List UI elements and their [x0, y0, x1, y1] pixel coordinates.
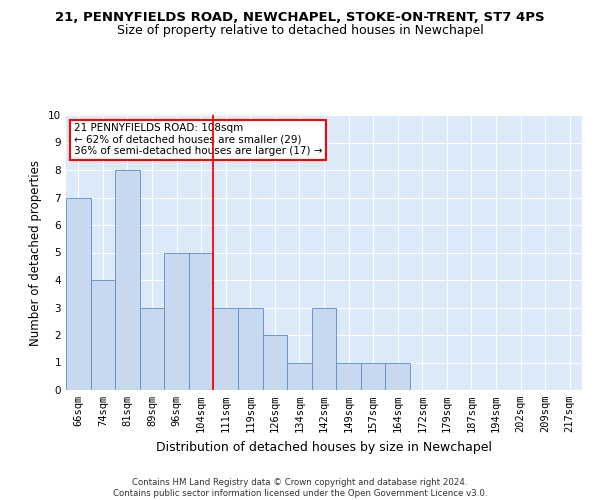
- Bar: [164, 252, 189, 390]
- Text: 21, PENNYFIELDS ROAD, NEWCHAPEL, STOKE-ON-TRENT, ST7 4PS: 21, PENNYFIELDS ROAD, NEWCHAPEL, STOKE-O…: [55, 11, 545, 24]
- Bar: [336, 362, 361, 390]
- Bar: [91, 280, 115, 390]
- Bar: [263, 335, 287, 390]
- Bar: [214, 308, 238, 390]
- Bar: [385, 362, 410, 390]
- Bar: [238, 308, 263, 390]
- Text: Size of property relative to detached houses in Newchapel: Size of property relative to detached ho…: [116, 24, 484, 37]
- Bar: [140, 308, 164, 390]
- Bar: [66, 198, 91, 390]
- Text: 21 PENNYFIELDS ROAD: 108sqm
← 62% of detached houses are smaller (29)
36% of sem: 21 PENNYFIELDS ROAD: 108sqm ← 62% of det…: [74, 123, 322, 156]
- X-axis label: Distribution of detached houses by size in Newchapel: Distribution of detached houses by size …: [156, 440, 492, 454]
- Text: Contains HM Land Registry data © Crown copyright and database right 2024.
Contai: Contains HM Land Registry data © Crown c…: [113, 478, 487, 498]
- Bar: [312, 308, 336, 390]
- Bar: [115, 170, 140, 390]
- Bar: [287, 362, 312, 390]
- Bar: [361, 362, 385, 390]
- Y-axis label: Number of detached properties: Number of detached properties: [29, 160, 43, 346]
- Bar: [189, 252, 214, 390]
